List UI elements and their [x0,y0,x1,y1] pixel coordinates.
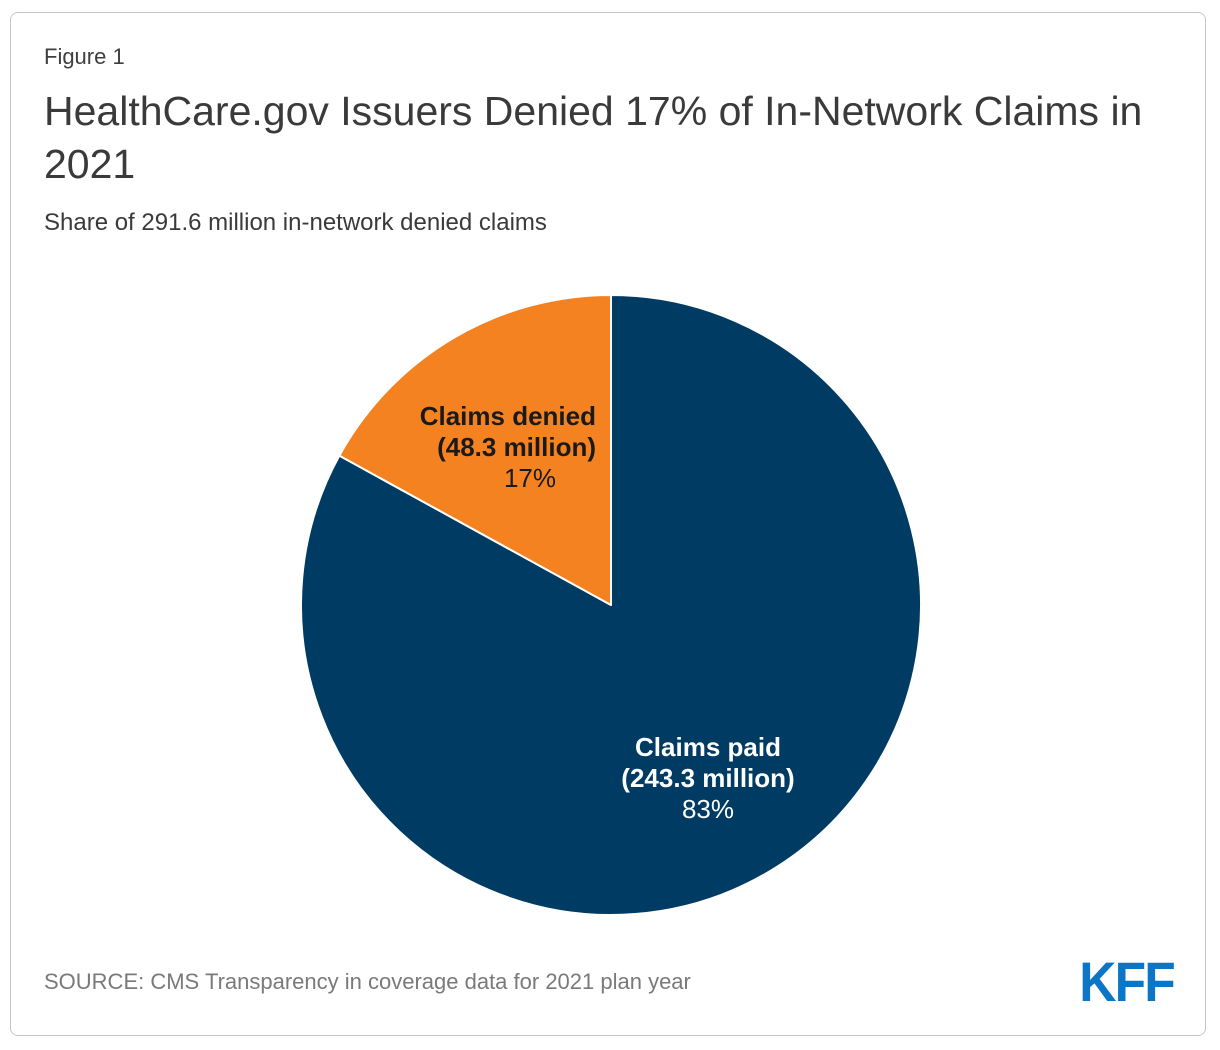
figure-label: Figure 1 [44,44,125,69]
pie-slice-claims-denied [338,294,612,606]
slice-count-claims-denied: (48.3 million) [437,432,596,462]
chart-subtitle: Share of 291.6 million in-network denied… [44,209,547,236]
slice-count-claims-paid: (243.3 million) [621,763,795,793]
chart-title: HealthCare.gov Issuers Denied 17% of In-… [44,88,1143,187]
slice-percent-claims-denied: 17% [503,463,556,493]
pie-label-claims-denied: Claims denied (48.3 million) 17% [420,401,596,494]
pie-chart [300,294,922,916]
pie-label-claims-paid: Claims paid (243.3 million) 83% [621,732,794,825]
slice-name-claims-paid: Claims paid [635,732,781,762]
figure-card: Figure 1 HealthCare.gov Issuers Denied 1… [10,12,1206,1036]
kff-logo: KFF [1079,950,1175,1013]
slice-name-claims-denied: Claims denied [419,401,596,431]
source-note: SOURCE: CMS Transparency in coverage dat… [44,969,691,994]
slice-percent-claims-paid: 83% [681,794,735,824]
